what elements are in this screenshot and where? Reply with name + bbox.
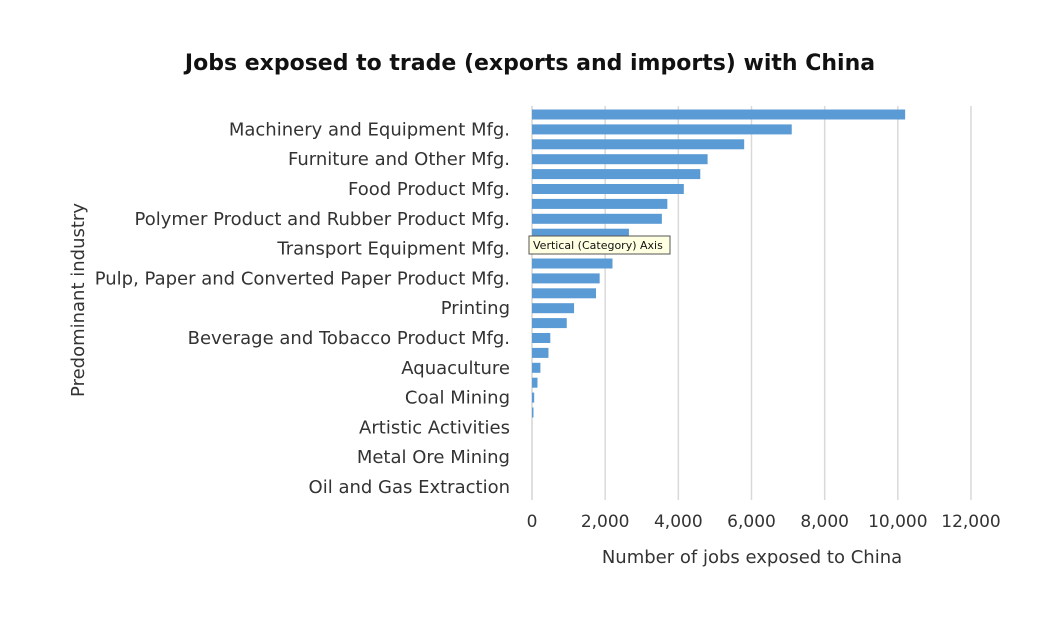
y-tick-label: Furniture and Other Mfg. [288, 149, 510, 170]
x-tick-label: 8,000 [800, 512, 849, 532]
y-tick-label: Polymer Product and Rubber Product Mfg. [135, 209, 511, 230]
x-tick-label: 0 [527, 512, 538, 532]
x-tick-label: 10,000 [868, 512, 927, 532]
y-tick-label: Artistic Activities [359, 417, 510, 438]
x-tick-label: 4,000 [654, 512, 703, 532]
y-tick-label: Machinery and Equipment Mfg. [229, 119, 510, 140]
x-tick-label: 6,000 [727, 512, 776, 532]
tooltip-text: Vertical (Category) Axis [533, 239, 663, 252]
y-tick-label: Printing [441, 298, 510, 319]
axis-tooltip: Vertical (Category) Axis [528, 235, 671, 255]
bar [532, 124, 792, 135]
x-tick-label: 12,000 [941, 512, 1000, 532]
y-tick-label: Metal Ore Mining [357, 447, 510, 468]
y-tick-label: Coal Mining [405, 388, 510, 409]
bar [532, 258, 613, 269]
value-axis: 0 2,000 4,000 6,000 8,000 10,000 12,000 [527, 512, 1001, 532]
bar [532, 213, 662, 224]
bar [532, 407, 534, 418]
tooltip-box [528, 235, 671, 255]
y-tick-label: Pulp, Paper and Converted Paper Product … [95, 268, 510, 289]
bar [532, 362, 541, 373]
y-tick-label: Food Product Mfg. [348, 179, 510, 200]
grid-layer [531, 106, 972, 500]
x-axis-title: Number of jobs exposed to China [602, 547, 902, 568]
bar [532, 377, 538, 388]
y-tick-label: Beverage and Tobacco Product Mfg. [188, 328, 510, 349]
y-tick-label: Oil and Gas Extraction [309, 477, 510, 498]
bar [532, 109, 906, 120]
bar [532, 184, 684, 194]
y-tick-label: Transport Equipment Mfg. [276, 239, 510, 260]
bar [532, 139, 745, 150]
bar [532, 318, 567, 329]
bar [532, 288, 597, 299]
bar [532, 273, 600, 284]
bar [532, 392, 535, 403]
bar [532, 228, 629, 239]
bar [532, 303, 575, 314]
bar [532, 198, 668, 209]
bar [532, 169, 701, 180]
chart-title: Jobs exposed to trade (exports and impor… [183, 51, 875, 76]
y-tick-label: Aquaculture [401, 358, 510, 379]
bar-layer [532, 109, 906, 418]
bar [532, 333, 551, 343]
x-tick-label: 2,000 [581, 512, 630, 532]
category-axis[interactable]: Machinery and Equipment Mfg. Furniture an… [95, 119, 510, 498]
bar [532, 154, 708, 165]
y-axis-title: Predominant industry [68, 203, 89, 397]
bar [532, 347, 549, 358]
